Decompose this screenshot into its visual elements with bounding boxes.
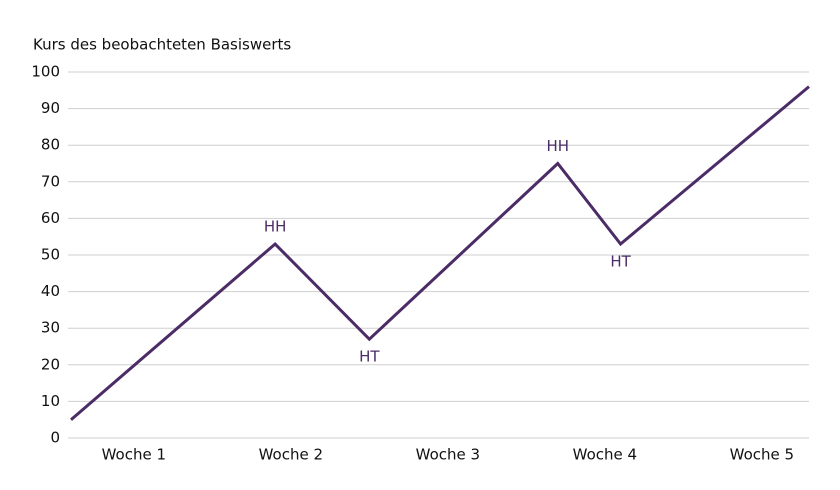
x-tick-label: Woche 2	[259, 446, 323, 464]
y-tick-label: 90	[41, 99, 60, 117]
point-label: HT	[359, 348, 380, 366]
point-label: HT	[610, 253, 631, 271]
x-tick-label: Woche 4	[573, 446, 637, 464]
y-tick-label: 40	[41, 282, 60, 300]
x-tick-label: Woche 3	[416, 446, 480, 464]
point-label: HH	[264, 218, 287, 236]
y-tick-label: 0	[50, 429, 60, 447]
y-tick-label: 70	[41, 172, 60, 190]
point-label: HH	[546, 137, 569, 155]
y-tick-label: 10	[41, 392, 60, 410]
y-tick-label: 100	[31, 63, 60, 81]
x-tick-label: Woche 5	[730, 446, 794, 464]
y-tick-label: 20	[41, 355, 60, 373]
x-tick-label: Woche 1	[102, 446, 166, 464]
y-tick-label: 60	[41, 209, 60, 227]
data-line	[70, 85, 810, 421]
y-axis-label: Kurs des beobachteten Basiswerts	[33, 36, 291, 54]
y-tick-label: 50	[41, 246, 60, 264]
y-tick-label: 30	[41, 319, 60, 337]
y-tick-label: 80	[41, 136, 60, 154]
